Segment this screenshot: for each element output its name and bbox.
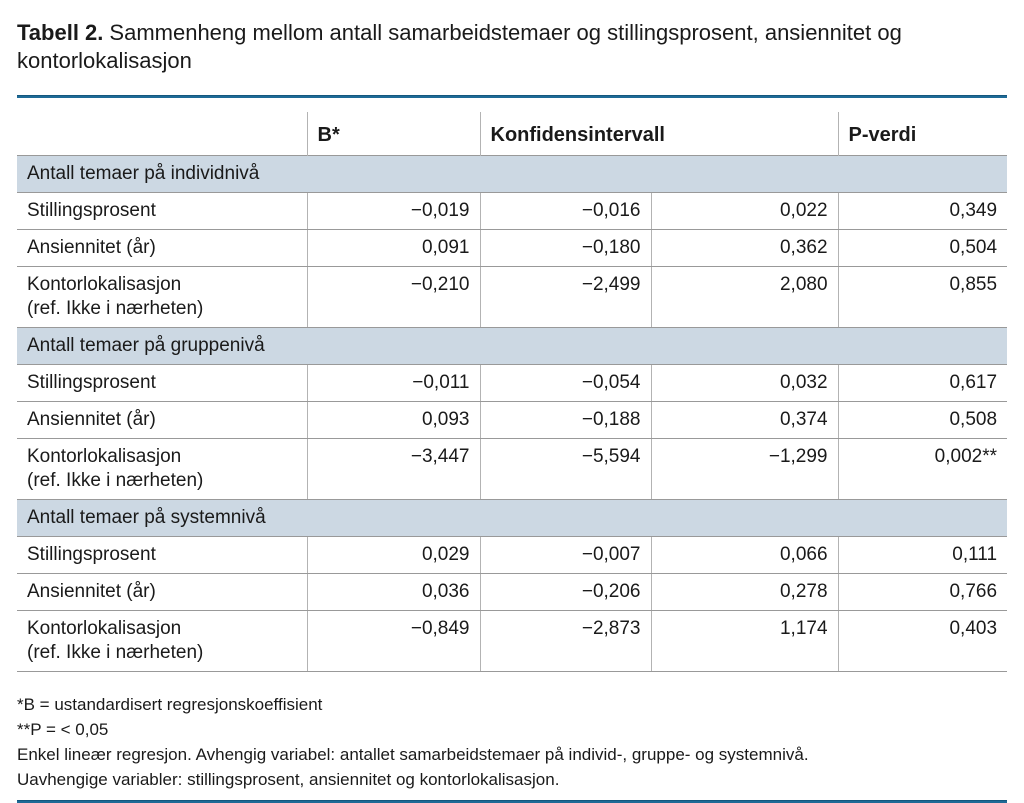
row-label-text: Ansiennitet (år) bbox=[27, 581, 156, 602]
table-row: Ansiennitet (år) 0,093 −0,188 0,374 0,50… bbox=[17, 401, 1008, 439]
cell-p: 0,508 bbox=[837, 401, 1008, 439]
cell-p: 0,855 bbox=[837, 266, 1008, 328]
table-caption: Tabell 2. Sammenheng mellom antall samarb… bbox=[17, 19, 1007, 75]
section-header-gruppeniva: Antall temaer på gruppenivå bbox=[17, 327, 1008, 365]
cell-ci-high: 0,032 bbox=[650, 364, 839, 402]
header-p-verdi: P-verdi bbox=[837, 112, 1008, 156]
section-header-individniva: Antall temaer på individnivå bbox=[17, 155, 1008, 193]
cell-b: 0,093 bbox=[306, 401, 480, 439]
cell-p: 0,403 bbox=[837, 610, 1008, 672]
cell-b: −0,210 bbox=[306, 266, 480, 328]
row-label: Kontorlokalisasjon (ref. Ikke i nærheten) bbox=[17, 438, 307, 500]
cell-ci-high: 0,278 bbox=[650, 573, 839, 611]
cell-ci-low: −0,206 bbox=[479, 573, 651, 611]
row-label: Stillingsprosent bbox=[17, 364, 307, 402]
cell-ci-high: 0,022 bbox=[650, 192, 839, 230]
section-header-systemniva: Antall temaer på systemnivå bbox=[17, 499, 1008, 537]
row-label-text: Kontorlokalisasjon bbox=[27, 618, 182, 639]
row-label-text: Kontorlokalisasjon bbox=[27, 274, 182, 295]
cell-b: 0,029 bbox=[306, 536, 480, 574]
section-header-label: Antall temaer på gruppenivå bbox=[17, 327, 1008, 365]
row-label-ref: (ref. Ikke i nærheten) bbox=[27, 298, 204, 319]
table-row: Kontorlokalisasjon (ref. Ikke i nærheten)… bbox=[17, 610, 1008, 672]
row-label-text: Kontorlokalisasjon bbox=[27, 446, 182, 467]
row-label: Ansiennitet (år) bbox=[17, 401, 307, 439]
cell-p: 0,002** bbox=[837, 438, 1008, 500]
cell-p: 0,766 bbox=[837, 573, 1008, 611]
cell-p: 0,349 bbox=[837, 192, 1008, 230]
table-caption-text: Sammenheng mellom antall samarbeidstemae… bbox=[17, 20, 902, 73]
footnote-p-threshold: **P = < 0,05 bbox=[17, 720, 109, 739]
cell-b: −0,011 bbox=[306, 364, 480, 402]
table-row: Stillingsprosent 0,029 −0,007 0,066 0,11… bbox=[17, 536, 1008, 574]
cell-b: 0,036 bbox=[306, 573, 480, 611]
cell-b: 0,091 bbox=[306, 229, 480, 267]
cell-p: 0,111 bbox=[837, 536, 1008, 574]
table-row: Ansiennitet (år) 0,091 −0,180 0,362 0,50… bbox=[17, 229, 1008, 267]
cell-ci-high: 0,066 bbox=[650, 536, 839, 574]
cell-ci-high: 0,374 bbox=[650, 401, 839, 439]
table-caption-number: Tabell 2. bbox=[17, 20, 104, 45]
cell-ci-high: 2,080 bbox=[650, 266, 839, 328]
cell-b: −0,019 bbox=[306, 192, 480, 230]
row-label-text: Ansiennitet (år) bbox=[27, 409, 156, 430]
table-row: Stillingsprosent −0,019 −0,016 0,022 0,3… bbox=[17, 192, 1008, 230]
cell-ci-low: −0,180 bbox=[479, 229, 651, 267]
footnotes: *B = ustandardisert regresjonskoeffisien… bbox=[17, 692, 1007, 792]
cell-ci-high: −1,299 bbox=[650, 438, 839, 500]
row-label-text: Ansiennitet (år) bbox=[27, 237, 156, 258]
cell-ci-low: −0,054 bbox=[479, 364, 651, 402]
table-row: Ansiennitet (år) 0,036 −0,206 0,278 0,76… bbox=[17, 573, 1008, 611]
section-header-label: Antall temaer på systemnivå bbox=[17, 499, 1008, 537]
footnote-variables: Uavhengige variabler: stillingsprosent, … bbox=[17, 770, 560, 789]
cell-b: −0,849 bbox=[306, 610, 480, 672]
cell-ci-low: −0,016 bbox=[479, 192, 651, 230]
row-label-ref: (ref. Ikke i nærheten) bbox=[27, 470, 204, 491]
section-header-label: Antall temaer på individnivå bbox=[17, 155, 1008, 193]
table-row: Stillingsprosent −0,011 −0,054 0,032 0,6… bbox=[17, 364, 1008, 402]
table-header-row: B* Konfidensintervall P-verdi bbox=[17, 112, 1008, 156]
footnote-b-definition: *B = ustandardisert regresjonskoeffisien… bbox=[17, 695, 323, 714]
row-label: Kontorlokalisasjon (ref. Ikke i nærheten) bbox=[17, 266, 307, 328]
cell-ci-low: −2,499 bbox=[479, 266, 651, 328]
header-b: B* bbox=[306, 112, 480, 156]
top-divider bbox=[17, 95, 1007, 98]
cell-ci-high: 1,174 bbox=[650, 610, 839, 672]
cell-ci-low: −5,594 bbox=[479, 438, 651, 500]
table-row: Kontorlokalisasjon (ref. Ikke i nærheten)… bbox=[17, 438, 1008, 500]
cell-ci-low: −0,007 bbox=[479, 536, 651, 574]
table-row: Kontorlokalisasjon (ref. Ikke i nærheten)… bbox=[17, 266, 1008, 328]
row-label: Stillingsprosent bbox=[17, 192, 307, 230]
row-label: Stillingsprosent bbox=[17, 536, 307, 574]
header-empty-cell bbox=[17, 112, 307, 156]
row-label-ref: (ref. Ikke i nærheten) bbox=[27, 642, 204, 663]
cell-ci-high: 0,362 bbox=[650, 229, 839, 267]
row-label-text: Stillingsprosent bbox=[27, 372, 156, 393]
cell-ci-low: −2,873 bbox=[479, 610, 651, 672]
cell-p: 0,617 bbox=[837, 364, 1008, 402]
row-label: Ansiennitet (år) bbox=[17, 229, 307, 267]
row-label-text: Stillingsprosent bbox=[27, 200, 156, 221]
cell-b: −3,447 bbox=[306, 438, 480, 500]
regression-table: B* Konfidensintervall P-verdi Antall tem… bbox=[17, 112, 1008, 672]
row-label: Kontorlokalisasjon (ref. Ikke i nærheten) bbox=[17, 610, 307, 672]
cell-ci-low: −0,188 bbox=[479, 401, 651, 439]
header-konfidensintervall: Konfidensintervall bbox=[479, 112, 839, 156]
row-label: Ansiennitet (år) bbox=[17, 573, 307, 611]
footnote-method: Enkel lineær regresjon. Avhengig variabe… bbox=[17, 745, 809, 764]
row-label-text: Stillingsprosent bbox=[27, 544, 156, 565]
cell-p: 0,504 bbox=[837, 229, 1008, 267]
